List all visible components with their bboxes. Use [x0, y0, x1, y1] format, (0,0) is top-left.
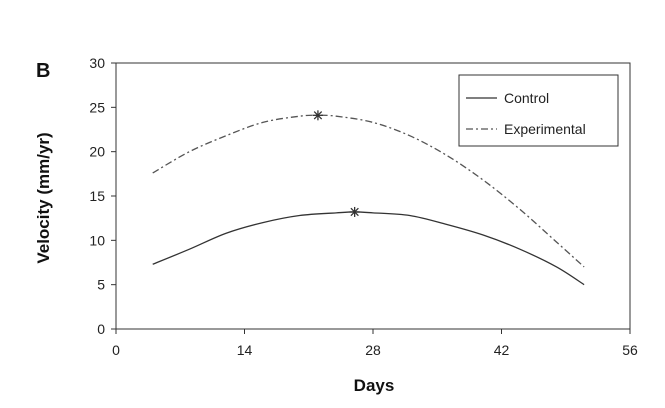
y-tick-label: 25 [89, 99, 105, 115]
peak-marker-control [349, 206, 360, 217]
chart-legend: Control Experimental [458, 74, 619, 147]
legend-label-control: Control [504, 90, 549, 106]
axes: 0 5 10 15 20 25 30 0 14 28 42 56 [89, 55, 638, 358]
x-tick-label: 0 [112, 342, 120, 358]
series-line-experimental [152, 114, 585, 268]
peak-marker-experimental [312, 110, 323, 121]
x-tick-label: 28 [365, 342, 381, 358]
y-axis-title: Velocity (mm/yr) [34, 132, 53, 263]
x-tick-label: 14 [237, 342, 253, 358]
y-tick-label: 20 [89, 144, 105, 160]
x-tick-label: 42 [494, 342, 510, 358]
panel-label: B [36, 60, 50, 82]
legend-box [458, 74, 619, 147]
x-axis-title: Days [354, 376, 395, 395]
legend-label-experimental: Experimental [504, 121, 586, 137]
y-tick-label: 5 [97, 277, 105, 293]
y-tick-label: 10 [89, 232, 105, 248]
y-tick-label: 30 [89, 55, 105, 71]
y-tick-label: 15 [89, 188, 105, 204]
series-layer [152, 110, 585, 286]
series-line-control [152, 211, 585, 286]
x-tick-label: 56 [622, 342, 638, 358]
y-tick-label: 0 [97, 321, 105, 337]
